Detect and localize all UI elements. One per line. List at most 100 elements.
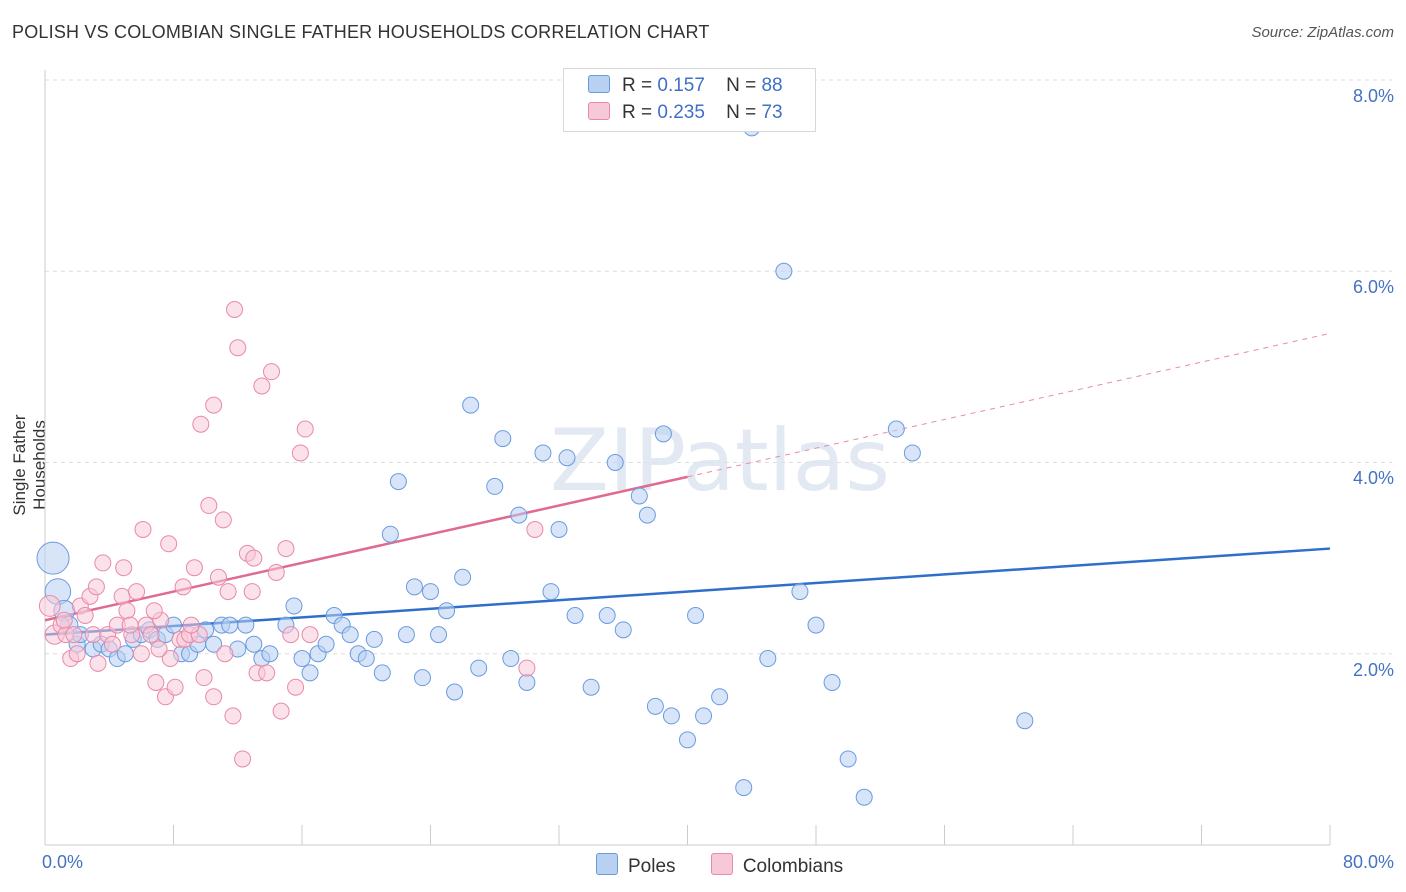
data-point — [502, 650, 520, 668]
n-value: 73 — [761, 102, 783, 123]
data-point — [65, 626, 83, 644]
y-tick-2: 2.0% — [1352, 660, 1394, 680]
data-point — [134, 520, 152, 538]
data-point — [243, 583, 261, 601]
colombians-legend-swatch-icon — [710, 853, 733, 875]
data-point — [118, 602, 136, 620]
data-point — [1016, 712, 1034, 730]
data-point — [654, 425, 672, 443]
data-point — [454, 568, 472, 586]
data-point — [142, 626, 160, 644]
data-point — [430, 626, 448, 644]
data-point — [365, 630, 383, 648]
r-value: 0.157 — [657, 75, 705, 96]
y-tick-8: 8.0% — [1352, 86, 1394, 106]
series-colombians — [38, 301, 544, 768]
data-point — [598, 607, 616, 624]
y-tick-6: 6.0% — [1352, 277, 1394, 297]
r-label: R = — [622, 102, 653, 123]
data-point — [373, 664, 391, 682]
data-point — [113, 587, 131, 605]
stats-row-poles: R = 0.157 N = 88 — [588, 75, 783, 99]
data-point — [285, 597, 303, 615]
n-label: N = — [726, 75, 757, 96]
data-point — [486, 477, 504, 495]
data-point — [887, 420, 905, 438]
data-point — [229, 339, 247, 357]
data-point — [389, 473, 407, 491]
data-point — [185, 559, 203, 577]
data-point — [287, 678, 305, 696]
data-point — [182, 616, 200, 634]
legend-label: Colombians — [742, 856, 844, 877]
data-point — [446, 683, 464, 701]
data-point — [413, 669, 431, 687]
y-tick-4: 4.0% — [1352, 468, 1394, 488]
data-point — [462, 396, 480, 414]
stats-row-colombians: R = 0.235 N = 73 — [588, 102, 783, 126]
data-point — [638, 506, 656, 524]
colombians-swatch-icon — [588, 102, 610, 120]
data-point — [103, 635, 121, 653]
data-point — [711, 688, 729, 706]
data-point — [341, 626, 359, 644]
data-point — [237, 616, 255, 634]
data-point — [839, 750, 857, 768]
r-label: R = — [622, 75, 653, 96]
data-point — [150, 640, 168, 658]
axes — [44, 70, 1331, 846]
data-point — [174, 578, 192, 596]
data-point — [121, 616, 139, 634]
data-point — [606, 454, 624, 471]
data-point — [534, 444, 552, 462]
poles-legend-swatch-icon — [596, 853, 618, 875]
data-point — [272, 702, 290, 720]
legend-label: Poles — [628, 856, 676, 877]
data-point — [470, 659, 488, 677]
data-point — [147, 673, 165, 691]
data-point — [128, 583, 146, 601]
series-poles — [36, 119, 1034, 806]
data-point — [245, 635, 263, 653]
poles-swatch-icon — [588, 75, 610, 93]
data-point — [226, 301, 244, 318]
data-point — [301, 626, 319, 644]
data-point — [518, 673, 536, 691]
data-point — [397, 626, 415, 644]
data-point — [258, 664, 276, 682]
series-legend: Poles Colombians — [596, 853, 873, 878]
data-point — [317, 635, 335, 653]
data-point — [422, 583, 439, 601]
data-point — [855, 788, 873, 806]
data-point — [291, 444, 309, 462]
data-point — [166, 678, 184, 696]
data-point — [277, 540, 295, 558]
data-point — [296, 420, 314, 438]
data-point — [735, 779, 753, 797]
data-point — [582, 678, 600, 696]
data-point — [224, 707, 242, 725]
r-value: 0.235 — [657, 102, 705, 123]
data-point — [903, 444, 921, 462]
data-point — [262, 363, 280, 381]
legend-item-poles: Poles — [596, 853, 676, 878]
data-point — [267, 563, 285, 581]
stats-legend: R = 0.157 N = 88 R = 0.235 N = 73 — [563, 68, 816, 132]
data-point — [293, 650, 311, 668]
data-point — [200, 497, 218, 515]
data-points — [36, 119, 1034, 806]
data-point — [36, 541, 70, 575]
data-point — [68, 645, 86, 663]
trend-line-colombians — [44, 475, 688, 622]
data-point — [76, 607, 94, 624]
data-point — [94, 554, 112, 572]
data-point — [542, 583, 560, 601]
data-point — [807, 616, 825, 634]
data-point — [205, 688, 223, 706]
data-point — [234, 750, 252, 768]
data-point — [381, 525, 399, 543]
data-point — [759, 650, 777, 668]
data-point — [145, 602, 163, 620]
data-point — [679, 731, 696, 749]
data-point — [195, 669, 213, 687]
